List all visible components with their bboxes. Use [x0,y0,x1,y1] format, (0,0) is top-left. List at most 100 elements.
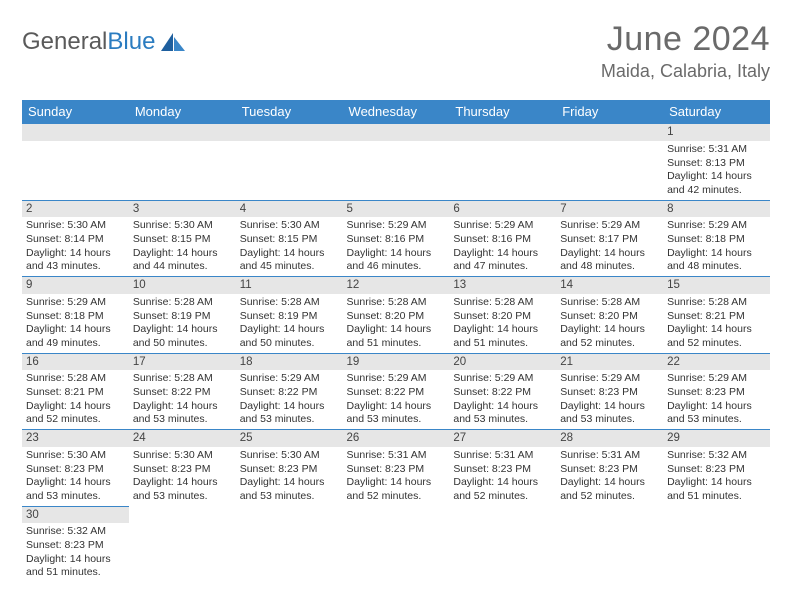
day-number: 22 [663,353,770,371]
calendar-cell: 16Sunrise: 5:28 AMSunset: 8:21 PMDayligh… [22,353,129,430]
day-dl1: Daylight: 14 hours [453,400,552,414]
day-dl1: Daylight: 14 hours [133,476,232,490]
day-sunrise: Sunrise: 5:31 AM [667,143,766,157]
day-sunset: Sunset: 8:22 PM [240,386,339,400]
day-dl2: and 47 minutes. [453,260,552,274]
day-dl2: and 42 minutes. [667,184,766,198]
daynum-empty [449,123,556,141]
day-sunrise: Sunrise: 5:29 AM [453,219,552,233]
day-number: 13 [449,276,556,294]
day-sunrise: Sunrise: 5:30 AM [26,219,125,233]
day-dl1: Daylight: 14 hours [560,247,659,261]
day-dl1: Daylight: 14 hours [26,323,125,337]
day-body: Sunrise: 5:30 AMSunset: 8:23 PMDaylight:… [129,447,236,506]
day-body: Sunrise: 5:31 AMSunset: 8:13 PMDaylight:… [663,141,770,200]
calendar-cell: 14Sunrise: 5:28 AMSunset: 8:20 PMDayligh… [556,276,663,353]
day-body: Sunrise: 5:32 AMSunset: 8:23 PMDaylight:… [22,523,129,582]
day-dl2: and 45 minutes. [240,260,339,274]
day-number: 27 [449,429,556,447]
day-number: 25 [236,429,343,447]
day-dl2: and 50 minutes. [133,337,232,351]
calendar-cell: 18Sunrise: 5:29 AMSunset: 8:22 PMDayligh… [236,353,343,430]
day-body: Sunrise: 5:28 AMSunset: 8:21 PMDaylight:… [663,294,770,353]
day-body: Sunrise: 5:30 AMSunset: 8:14 PMDaylight:… [22,217,129,276]
day-sunrise: Sunrise: 5:31 AM [347,449,446,463]
day-dl2: and 46 minutes. [347,260,446,274]
day-sunrise: Sunrise: 5:29 AM [240,372,339,386]
day-dl2: and 53 minutes. [133,490,232,504]
calendar-cell: 30Sunrise: 5:32 AMSunset: 8:23 PMDayligh… [22,506,129,583]
calendar-cell: 6Sunrise: 5:29 AMSunset: 8:16 PMDaylight… [449,200,556,277]
calendar-cell: 8Sunrise: 5:29 AMSunset: 8:18 PMDaylight… [663,200,770,277]
day-dl2: and 44 minutes. [133,260,232,274]
calendar-cell: 10Sunrise: 5:28 AMSunset: 8:19 PMDayligh… [129,276,236,353]
day-sunset: Sunset: 8:19 PM [133,310,232,324]
day-number: 3 [129,200,236,218]
day-dl2: and 50 minutes. [240,337,339,351]
calendar-cell [449,123,556,200]
day-sunrise: Sunrise: 5:28 AM [133,372,232,386]
sail-icon [159,31,187,53]
day-dl1: Daylight: 14 hours [453,323,552,337]
day-dl1: Daylight: 14 hours [347,247,446,261]
day-header: Wednesday [343,100,450,123]
day-sunrise: Sunrise: 5:30 AM [133,449,232,463]
day-body: Sunrise: 5:29 AMSunset: 8:23 PMDaylight:… [556,370,663,429]
day-dl1: Daylight: 14 hours [667,247,766,261]
day-sunset: Sunset: 8:21 PM [667,310,766,324]
day-dl1: Daylight: 14 hours [240,247,339,261]
calendar-cell: 2Sunrise: 5:30 AMSunset: 8:14 PMDaylight… [22,200,129,277]
day-header: Friday [556,100,663,123]
day-dl2: and 52 minutes. [560,490,659,504]
calendar-table: SundayMondayTuesdayWednesdayThursdayFrid… [22,100,770,582]
day-number: 6 [449,200,556,218]
calendar-cell: 23Sunrise: 5:30 AMSunset: 8:23 PMDayligh… [22,429,129,506]
day-sunrise: Sunrise: 5:28 AM [667,296,766,310]
day-body: Sunrise: 5:29 AMSunset: 8:22 PMDaylight:… [449,370,556,429]
brand-logo: GeneralBlue [22,20,187,56]
day-number: 30 [22,506,129,524]
day-sunrise: Sunrise: 5:29 AM [26,296,125,310]
calendar-cell: 12Sunrise: 5:28 AMSunset: 8:20 PMDayligh… [343,276,450,353]
calendar-cell [129,123,236,200]
day-dl1: Daylight: 14 hours [26,476,125,490]
day-dl2: and 53 minutes. [240,490,339,504]
calendar-cell [343,123,450,200]
day-body: Sunrise: 5:32 AMSunset: 8:23 PMDaylight:… [663,447,770,506]
day-dl2: and 53 minutes. [560,413,659,427]
day-sunset: Sunset: 8:23 PM [667,463,766,477]
day-number: 2 [22,200,129,218]
day-dl2: and 51 minutes. [667,490,766,504]
day-body: Sunrise: 5:30 AMSunset: 8:15 PMDaylight:… [236,217,343,276]
day-sunset: Sunset: 8:17 PM [560,233,659,247]
calendar-week: 30Sunrise: 5:32 AMSunset: 8:23 PMDayligh… [22,506,770,583]
calendar-cell: 3Sunrise: 5:30 AMSunset: 8:15 PMDaylight… [129,200,236,277]
calendar-cell: 19Sunrise: 5:29 AMSunset: 8:22 PMDayligh… [343,353,450,430]
day-dl2: and 49 minutes. [26,337,125,351]
day-dl1: Daylight: 14 hours [560,476,659,490]
day-dl2: and 51 minutes. [26,566,125,580]
day-body: Sunrise: 5:31 AMSunset: 8:23 PMDaylight:… [449,447,556,506]
day-dl2: and 53 minutes. [347,413,446,427]
day-body: Sunrise: 5:29 AMSunset: 8:18 PMDaylight:… [22,294,129,353]
day-dl1: Daylight: 14 hours [240,323,339,337]
day-dl1: Daylight: 14 hours [133,247,232,261]
day-header: Monday [129,100,236,123]
day-sunrise: Sunrise: 5:30 AM [240,219,339,233]
day-number: 26 [343,429,450,447]
day-dl1: Daylight: 14 hours [667,323,766,337]
day-dl1: Daylight: 14 hours [667,476,766,490]
day-sunrise: Sunrise: 5:31 AM [453,449,552,463]
day-dl2: and 48 minutes. [667,260,766,274]
day-sunset: Sunset: 8:16 PM [453,233,552,247]
day-dl1: Daylight: 14 hours [133,323,232,337]
calendar-cell [236,123,343,200]
day-body: Sunrise: 5:29 AMSunset: 8:16 PMDaylight:… [449,217,556,276]
calendar-cell [556,506,663,583]
day-sunset: Sunset: 8:20 PM [453,310,552,324]
page-header: GeneralBlue June 2024 Maida, Calabria, I… [22,20,770,82]
day-dl1: Daylight: 14 hours [26,400,125,414]
day-sunrise: Sunrise: 5:30 AM [240,449,339,463]
day-dl1: Daylight: 14 hours [453,476,552,490]
day-number: 28 [556,429,663,447]
